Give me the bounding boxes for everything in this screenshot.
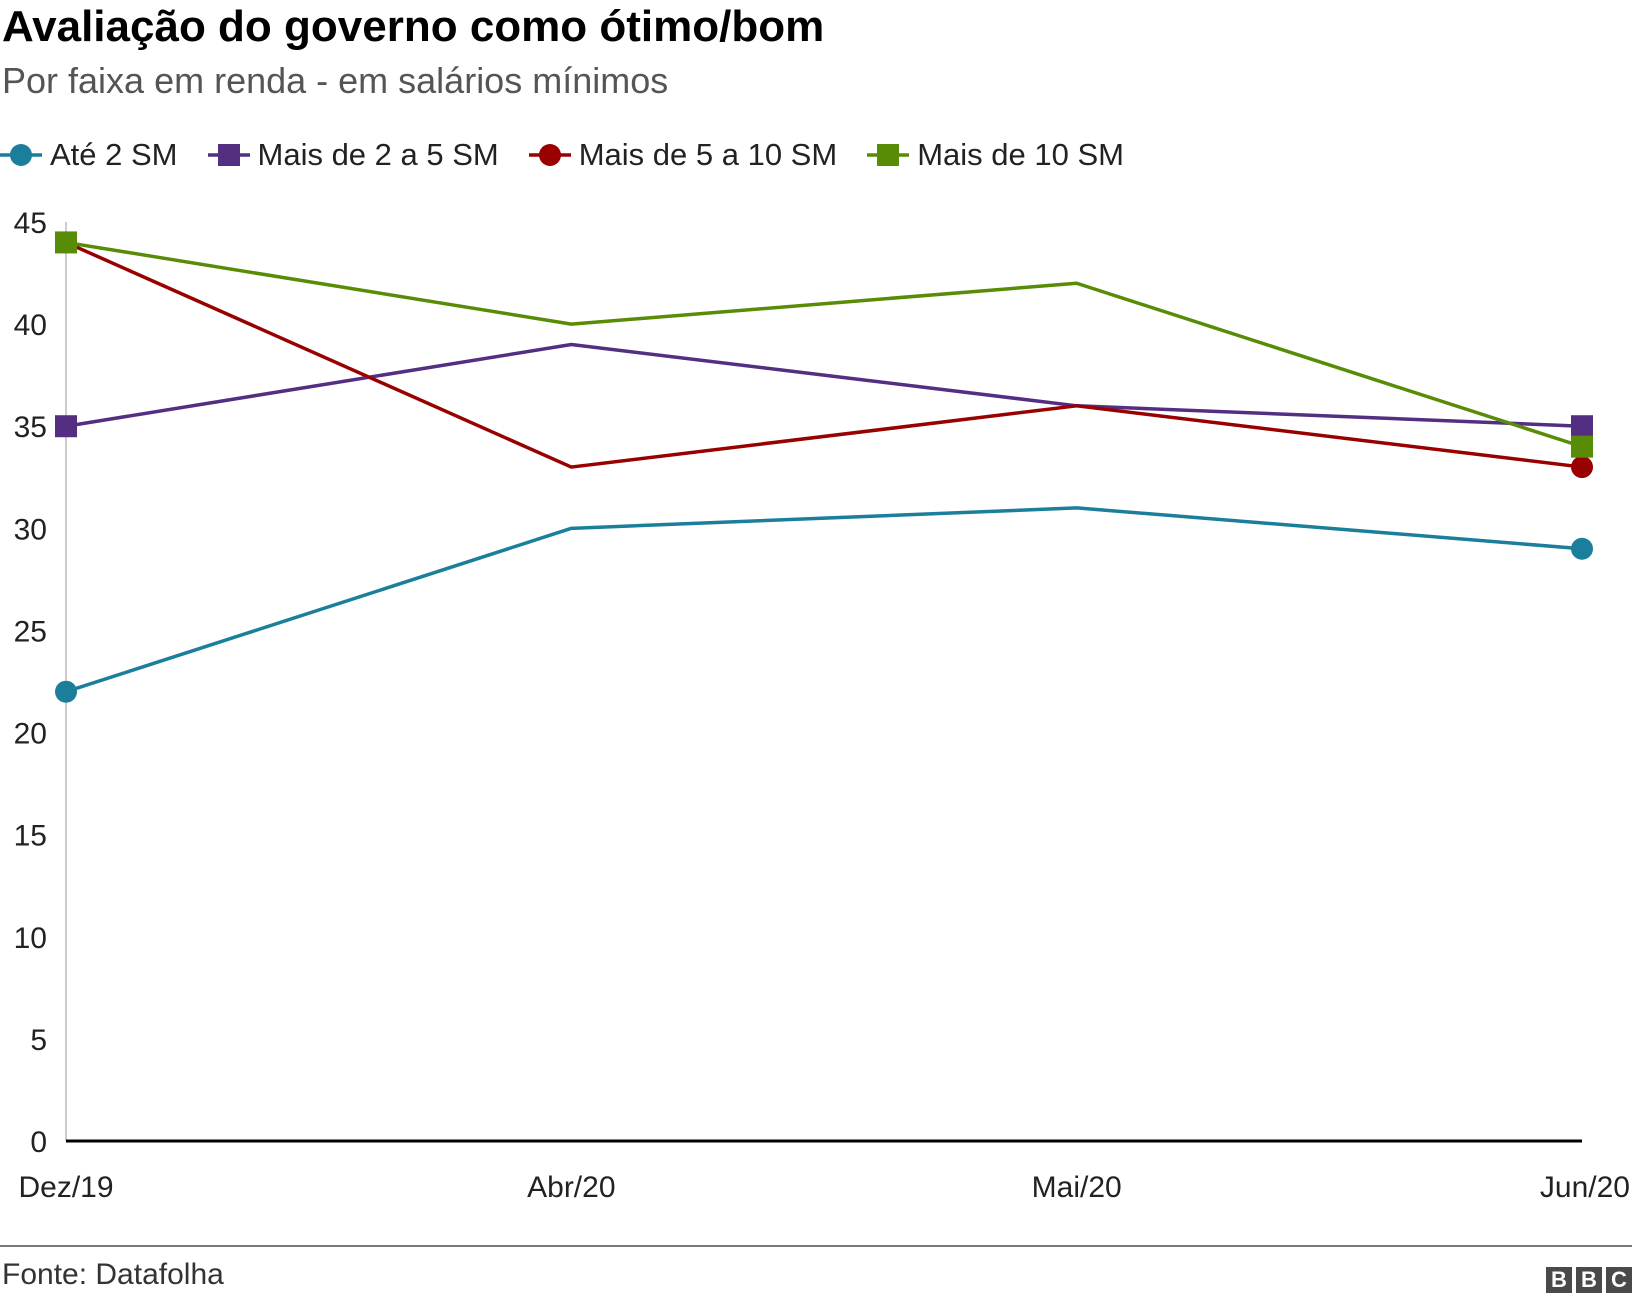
bbc-logo-letter: C xyxy=(1606,1267,1632,1293)
chart-title: Avaliação do governo como ótimo/bom xyxy=(2,2,825,51)
bbc-logo-letter: B xyxy=(1546,1267,1572,1293)
y-tick-label: 35 xyxy=(14,411,47,444)
x-tick-label: Mai/20 xyxy=(1032,1171,1122,1204)
bbc-logo: B B C xyxy=(1542,1267,1632,1293)
data-point-marker xyxy=(55,231,77,254)
legend-label: Mais de 5 a 10 SM xyxy=(578,137,838,172)
chart-subtitle: Por faixa em renda - em salários mínimos xyxy=(2,60,669,101)
legend-item: Mais de 5 a 10 SM xyxy=(528,137,838,173)
y-tick-label: 0 xyxy=(30,1126,47,1159)
data-point-marker xyxy=(1571,537,1593,560)
data-point-marker xyxy=(1571,415,1593,438)
data-point-marker xyxy=(55,415,77,438)
legend-swatch xyxy=(207,144,250,166)
data-point-marker xyxy=(55,680,77,703)
legend-label: Mais de 2 a 5 SM xyxy=(257,137,499,172)
x-tick-label: Dez/19 xyxy=(18,1171,113,1204)
chart-legend: Até 2 SM Mais de 2 a 5 SM Mais de 5 a 10 S… xyxy=(0,135,1154,175)
legend-swatch xyxy=(867,144,910,166)
legend-label: Até 2 SM xyxy=(50,137,178,172)
legend-swatch-marker xyxy=(217,144,240,166)
legend-swatch xyxy=(528,144,571,166)
x-tick-label: Abr/20 xyxy=(527,1171,615,1204)
series-line xyxy=(65,506,1583,694)
y-tick-label: 20 xyxy=(14,718,47,751)
legend-swatch-marker xyxy=(10,144,32,166)
y-tick-label: 25 xyxy=(14,615,47,648)
x-tick-label: Jun/20 xyxy=(1540,1171,1630,1204)
legend-swatch xyxy=(0,144,42,166)
legend-item: Até 2 SM xyxy=(0,137,178,173)
bbc-logo-letter: B xyxy=(1576,1267,1602,1293)
legend-swatch-marker xyxy=(538,144,561,166)
y-tick-label: 40 xyxy=(14,309,47,342)
series-line xyxy=(65,342,1583,428)
data-point-marker xyxy=(1571,435,1593,458)
series-line xyxy=(65,240,1583,469)
legend-item: Mais de 2 a 5 SM xyxy=(207,137,499,173)
source-note: Fonte: Datafolha xyxy=(2,1258,224,1291)
legend-swatch-marker xyxy=(877,144,900,166)
legend-label: Mais de 10 SM xyxy=(917,137,1124,172)
y-tick-label: 30 xyxy=(14,513,47,546)
y-tick-label: 5 xyxy=(30,1024,47,1057)
data-point-marker xyxy=(1571,456,1593,479)
line-chart: 0 5 10 15 20 25 30 35 40 45 Dez/19 Abr/20 Mai/20 Jun/… xyxy=(14,207,1630,1204)
y-tick-label: 45 xyxy=(14,207,47,240)
footer-divider xyxy=(0,1245,1632,1247)
series-line xyxy=(65,240,1583,449)
y-tick-label: 15 xyxy=(14,820,47,853)
legend-item: Mais de 10 SM xyxy=(867,137,1124,173)
y-tick-label: 10 xyxy=(14,922,47,955)
